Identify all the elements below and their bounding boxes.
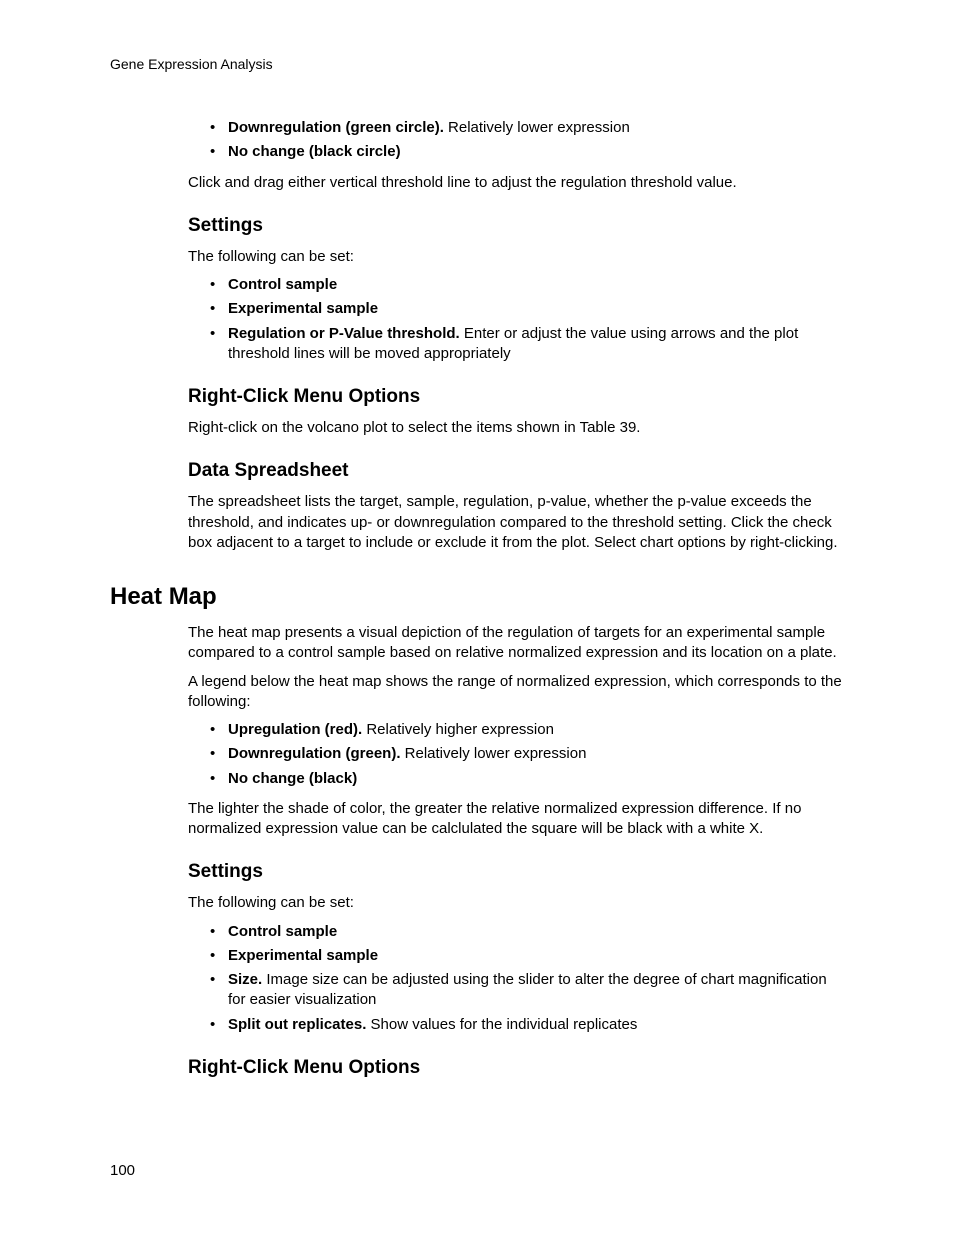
bullet-term: Downregulation (green). xyxy=(228,745,401,762)
paragraph: The following can be set: xyxy=(188,893,844,913)
bullet-term: Upregulation (red). xyxy=(228,721,362,738)
page-number: 100 xyxy=(110,1162,135,1179)
heading-heat-map: Heat Map xyxy=(110,583,844,611)
bullet-list: Downregulation (green circle). Relativel… xyxy=(188,118,844,163)
bullet-text: Relatively lower expression xyxy=(444,119,630,136)
bullet-text: Show values for the individual replicate… xyxy=(366,1016,637,1033)
bullet-term: No change (black) xyxy=(228,770,357,787)
bullet-list: Control sample Experimental sample Size.… xyxy=(188,922,844,1035)
bullet-term: Experimental sample xyxy=(228,947,378,964)
list-item: Control sample xyxy=(188,922,844,942)
document-page: Gene Expression Analysis Downregulation … xyxy=(0,0,954,1235)
heading-right-click-menu: Right-Click Menu Options xyxy=(188,1057,844,1079)
bullet-term: Downregulation (green circle). xyxy=(228,119,444,136)
bullet-term: Experimental sample xyxy=(228,300,378,317)
list-item: Upregulation (red). Relatively higher ex… xyxy=(188,720,844,740)
bullet-text: Image size can be adjusted using the sli… xyxy=(228,971,827,1008)
bullet-list: Control sample Experimental sample Regul… xyxy=(188,275,844,364)
paragraph: Click and drag either vertical threshold… xyxy=(188,173,844,193)
bullet-term: Control sample xyxy=(228,923,337,940)
bullet-text: Relatively higher expression xyxy=(362,721,554,738)
list-item: Experimental sample xyxy=(188,946,844,966)
paragraph: Right-click on the volcano plot to selec… xyxy=(188,418,844,438)
paragraph: The heat map presents a visual depiction… xyxy=(188,623,844,664)
bullet-term: Control sample xyxy=(228,276,337,293)
list-item: No change (black) xyxy=(188,769,844,789)
bullet-term: Size. xyxy=(228,971,262,988)
paragraph: A legend below the heat map shows the ra… xyxy=(188,672,844,713)
paragraph: The lighter the shade of color, the grea… xyxy=(188,799,844,840)
list-item: Downregulation (green circle). Relativel… xyxy=(188,118,844,138)
list-item: Split out replicates. Show values for th… xyxy=(188,1015,844,1035)
list-item: Control sample xyxy=(188,275,844,295)
list-item: Experimental sample xyxy=(188,299,844,319)
heading-settings: Settings xyxy=(188,861,844,883)
section-heat-map: The heat map presents a visual depiction… xyxy=(188,623,844,1079)
running-header: Gene Expression Analysis xyxy=(110,56,844,72)
bullet-term: Regulation or P-Value threshold. xyxy=(228,325,460,342)
heading-data-spreadsheet: Data Spreadsheet xyxy=(188,460,844,482)
list-item: Downregulation (green). Relatively lower… xyxy=(188,744,844,764)
paragraph: The spreadsheet lists the target, sample… xyxy=(188,492,844,553)
paragraph: The following can be set: xyxy=(188,247,844,267)
heading-settings: Settings xyxy=(188,215,844,237)
list-item: No change (black circle) xyxy=(188,142,844,162)
bullet-term: Split out replicates. xyxy=(228,1016,366,1033)
list-item: Size. Image size can be adjusted using t… xyxy=(188,970,844,1011)
bullet-text: Relatively lower expression xyxy=(401,745,587,762)
section-intro: Downregulation (green circle). Relativel… xyxy=(188,118,844,553)
bullet-list: Upregulation (red). Relatively higher ex… xyxy=(188,720,844,789)
heading-right-click-menu: Right-Click Menu Options xyxy=(188,386,844,408)
list-item: Regulation or P-Value threshold. Enter o… xyxy=(188,324,844,365)
bullet-term: No change (black circle) xyxy=(228,143,401,160)
